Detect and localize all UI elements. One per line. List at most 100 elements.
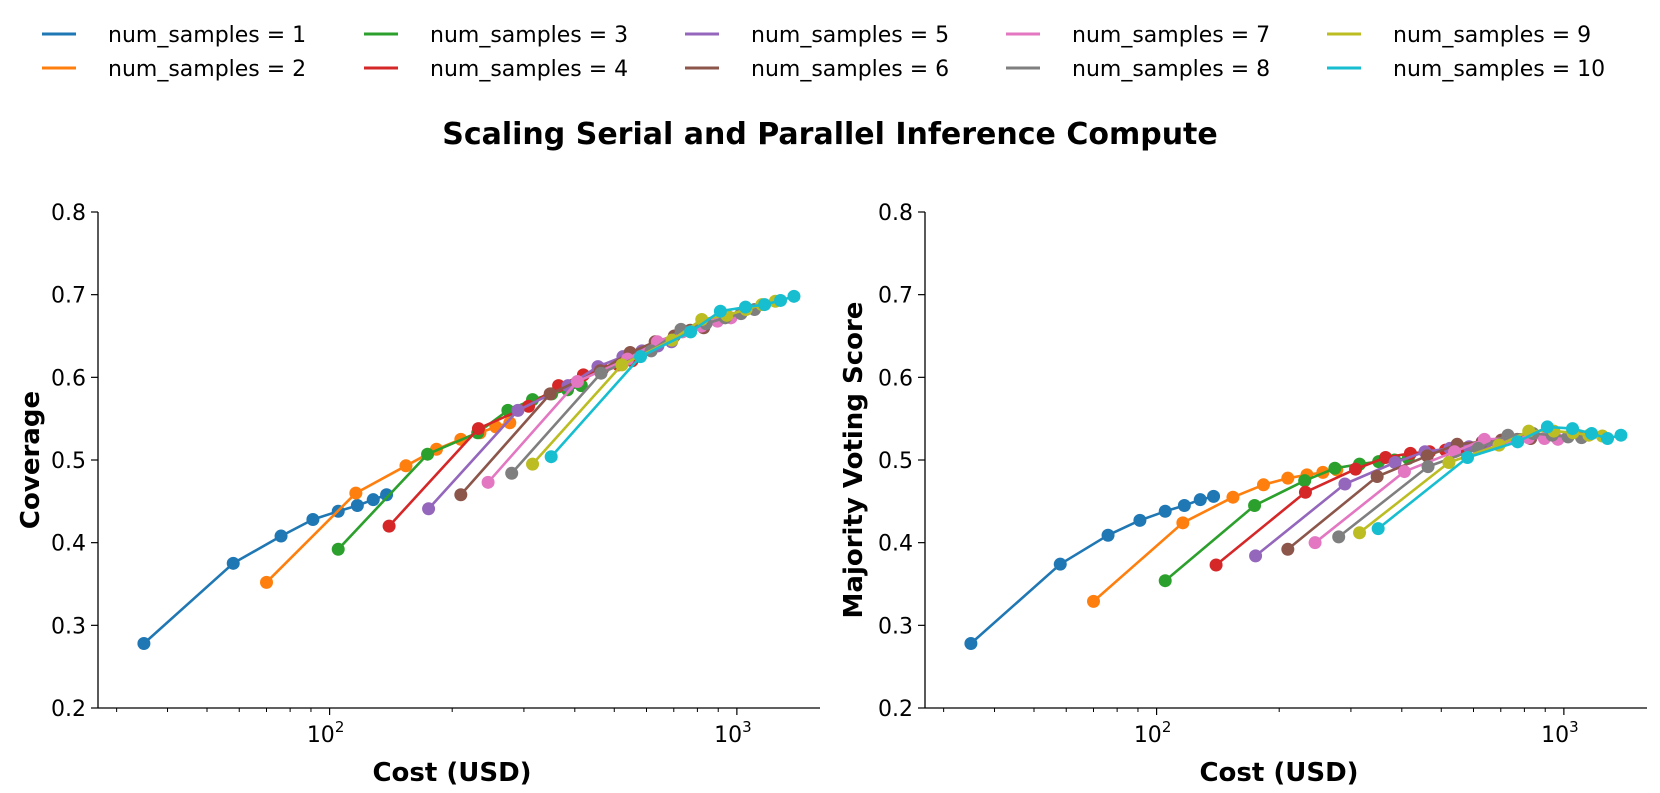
legend-entry: num_samples = 1 xyxy=(42,23,306,48)
majority-ylabel: Majority Voting Score xyxy=(839,302,869,619)
majority-point-num-samples-1 xyxy=(1158,504,1172,518)
majority-point-num-samples-9 xyxy=(1353,526,1367,540)
majority-xtick-exp: 2 xyxy=(1162,718,1172,736)
legend-label-7: num_samples = 7 xyxy=(1072,23,1270,48)
majority-xtick-exp: 3 xyxy=(1569,718,1579,736)
coverage-point-num-samples-10 xyxy=(738,300,752,314)
coverage-ytick-label: 0.5 xyxy=(51,449,86,474)
coverage-ytick-label: 0.7 xyxy=(51,284,86,309)
legend-label-4: num_samples = 4 xyxy=(430,57,628,82)
coverage-ytick-label: 0.8 xyxy=(51,201,86,226)
legend-entry: num_samples = 10 xyxy=(1327,57,1605,82)
majority-point-num-samples-10 xyxy=(1511,435,1525,449)
majority-ytick-label: 0.2 xyxy=(878,697,913,722)
majority-point-num-samples-1 xyxy=(964,637,978,651)
figure-title: Scaling Serial and Parallel Inference Co… xyxy=(442,117,1218,152)
coverage-point-num-samples-10 xyxy=(684,325,698,339)
coverage-point-num-samples-1 xyxy=(306,513,320,527)
coverage-point-num-samples-6 xyxy=(543,387,557,401)
coverage-point-num-samples-1 xyxy=(380,488,394,502)
coverage-point-num-samples-8 xyxy=(505,466,519,480)
coverage-line-num-samples-1 xyxy=(143,493,388,645)
coverage-point-num-samples-7 xyxy=(481,475,495,489)
majority-point-num-samples-10 xyxy=(1371,522,1385,536)
coverage-point-num-samples-4 xyxy=(471,422,485,436)
coverage-ylabel: Coverage xyxy=(16,391,46,529)
coverage-point-num-samples-10 xyxy=(634,350,648,364)
legend-entry: num_samples = 4 xyxy=(364,57,628,82)
majority-point-num-samples-2 xyxy=(1087,594,1101,608)
majority-point-num-samples-4 xyxy=(1209,558,1223,572)
coverage-series-num-samples-4 xyxy=(382,354,639,533)
coverage-point-num-samples-1 xyxy=(274,529,288,543)
legend-entry: num_samples = 6 xyxy=(685,57,949,82)
coverage-point-num-samples-5 xyxy=(422,502,436,516)
coverage-point-num-samples-1 xyxy=(137,637,151,651)
majority-point-num-samples-2 xyxy=(1226,490,1240,504)
majority-point-num-samples-7 xyxy=(1397,465,1411,479)
coverage-xtick-exp: 3 xyxy=(742,718,752,736)
majority-ytick-label: 0.6 xyxy=(878,366,913,391)
legend-entry: num_samples = 3 xyxy=(364,23,628,48)
majority-point-num-samples-1 xyxy=(1177,498,1191,512)
majority-point-num-samples-3 xyxy=(1158,574,1172,588)
majority-point-num-samples-10 xyxy=(1585,427,1599,441)
majority-point-num-samples-10 xyxy=(1565,422,1579,436)
majority-xtick-base: 10 xyxy=(1134,723,1162,748)
coverage-point-num-samples-2 xyxy=(260,575,274,589)
majority-xtick-base: 10 xyxy=(1541,723,1569,748)
coverage-point-num-samples-2 xyxy=(503,416,517,430)
coverage-line-num-samples-4 xyxy=(388,359,633,527)
majority-point-num-samples-8 xyxy=(1332,530,1346,544)
majority-point-num-samples-2 xyxy=(1256,478,1270,492)
coverage-series-num-samples-10 xyxy=(544,289,801,464)
majority-ytick-label: 0.8 xyxy=(878,201,913,226)
majority-point-num-samples-4 xyxy=(1349,462,1363,476)
majority-point-num-samples-3 xyxy=(1328,461,1342,475)
majority-point-num-samples-4 xyxy=(1298,485,1312,499)
majority-point-num-samples-5 xyxy=(1338,477,1352,491)
coverage-point-num-samples-1 xyxy=(366,493,380,507)
majority-point-num-samples-6 xyxy=(1420,449,1434,463)
majority-point-num-samples-1 xyxy=(1207,489,1221,503)
coverage-xtick-label: 103 xyxy=(714,718,752,748)
majority-ytick-label: 0.4 xyxy=(878,532,913,557)
majority-point-num-samples-3 xyxy=(1298,474,1312,488)
coverage-point-num-samples-5 xyxy=(511,403,525,417)
majority-ytick-label: 0.3 xyxy=(878,614,913,639)
majority-point-num-samples-10 xyxy=(1614,428,1628,442)
coverage-xlabel: Cost (USD) xyxy=(372,758,531,788)
legend-entry: num_samples = 2 xyxy=(42,57,306,82)
coverage-point-num-samples-10 xyxy=(544,450,558,464)
coverage-xtick-base: 10 xyxy=(307,723,335,748)
coverage-ytick-label: 0.3 xyxy=(51,614,86,639)
coverage-ytick-label: 0.2 xyxy=(51,697,86,722)
legend-entry: num_samples = 7 xyxy=(1006,23,1270,48)
majority-point-num-samples-10 xyxy=(1461,451,1475,465)
coverage-point-num-samples-1 xyxy=(226,556,240,570)
coverage-point-num-samples-1 xyxy=(350,498,364,512)
legend-entry: num_samples = 8 xyxy=(1006,57,1270,82)
coverage-point-num-samples-10 xyxy=(787,289,801,303)
majority-series-num-samples-10 xyxy=(1371,420,1628,536)
legend-label-1: num_samples = 1 xyxy=(108,23,306,48)
majority-ytick-label: 0.7 xyxy=(878,284,913,309)
legend-label-5: num_samples = 5 xyxy=(751,23,949,48)
majority-point-num-samples-1 xyxy=(1053,557,1067,571)
legend-label-3: num_samples = 3 xyxy=(430,23,628,48)
coverage-xtick-exp: 2 xyxy=(335,718,345,736)
coverage-point-num-samples-9 xyxy=(526,457,540,471)
coverage-series-num-samples-2 xyxy=(260,416,517,589)
majority-point-num-samples-8 xyxy=(1421,460,1435,474)
legend-label-6: num_samples = 6 xyxy=(751,57,949,82)
legend-entry: num_samples = 5 xyxy=(685,23,949,48)
coverage-point-num-samples-3 xyxy=(331,542,345,556)
majority-point-num-samples-6 xyxy=(1281,542,1295,556)
legend-label-10: num_samples = 10 xyxy=(1393,57,1605,82)
majority-xtick-label: 102 xyxy=(1134,718,1172,748)
coverage-point-num-samples-6 xyxy=(454,488,468,502)
majority-point-num-samples-2 xyxy=(1281,471,1295,485)
majority-xtick-label: 103 xyxy=(1541,718,1579,748)
